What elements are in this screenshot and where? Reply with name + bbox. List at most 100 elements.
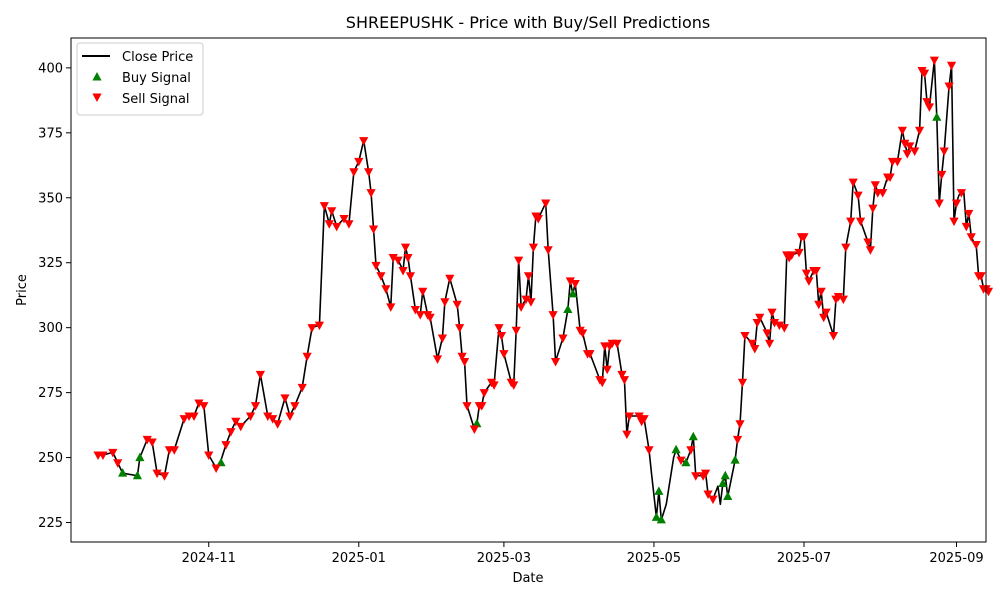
sell-signal-marker: [457, 352, 467, 362]
sell-signal-marker: [578, 329, 588, 338]
legend-buy-label: Buy Signal: [122, 71, 191, 86]
y-tick-label: 325: [38, 256, 63, 271]
sell-signal-marker: [964, 209, 974, 219]
sell-signal-marker: [897, 126, 907, 136]
sell-signal-marker: [900, 139, 910, 149]
sell-signal-marker: [762, 329, 772, 338]
sell-signal-marker: [528, 243, 539, 253]
sell-signal-marker: [565, 277, 575, 286]
sell-signal-marker: [541, 199, 551, 208]
sell-signal-marker: [445, 274, 455, 284]
sell-signal-marker: [868, 204, 878, 214]
sell-signal-marker: [440, 298, 450, 307]
sell-signal-marker: [462, 402, 472, 411]
sell-signal-marker: [971, 241, 981, 250]
sell-signal-marker: [558, 334, 568, 344]
sell-signal-marker: [799, 233, 809, 242]
sell-signal-marker: [381, 285, 391, 294]
legend-box: [76, 42, 204, 116]
sell-signal-marker: [787, 251, 797, 260]
buy-signal-marker: [932, 112, 942, 121]
sell-signal-marker: [199, 402, 209, 411]
sell-signal-marker: [398, 267, 408, 276]
sell-signal-marker: [344, 220, 354, 229]
sell-signal-marker: [142, 435, 152, 445]
sell-signal-marker: [314, 321, 325, 331]
sell-signal-marker: [514, 256, 524, 266]
plot-frame: [70, 37, 987, 543]
sell-signal-marker: [774, 321, 784, 331]
y-tick-label: 275: [38, 386, 63, 401]
x-tick-label: 2025-07: [777, 551, 831, 566]
sell-signal-marker: [290, 402, 300, 411]
x-tick-label: 2024-11: [182, 551, 236, 566]
x-tick-label: 2025-05: [627, 551, 681, 566]
sell-signal-marker: [811, 267, 821, 276]
sell-signal-marker: [221, 441, 231, 450]
sell-signal-marker: [946, 61, 957, 71]
sell-signal-marker: [359, 137, 369, 146]
sell-signal-marker: [870, 181, 880, 190]
y-axis-label: Price: [15, 274, 30, 306]
sell-signal-marker: [455, 324, 465, 333]
sell-signal-marker: [418, 287, 428, 297]
sell-signal-marker: [865, 246, 875, 255]
sell-signal-marker: [878, 189, 888, 198]
buy-signal-marker: [132, 470, 143, 480]
sell-signal-marker: [432, 355, 443, 364]
sell-signal-marker: [403, 254, 413, 263]
sell-signal-marker: [327, 207, 337, 216]
buy-signal-marker: [654, 486, 664, 495]
buy-signal-marker: [688, 431, 698, 441]
sell-signal-marker: [816, 287, 826, 297]
sell-signal-marker: [169, 446, 179, 455]
sell-signal-marker: [543, 246, 553, 255]
sell-signal-marker: [944, 82, 954, 92]
sell-signal-marker: [686, 446, 696, 455]
sell-signal-marker: [622, 430, 632, 440]
sell-signal-marker: [364, 168, 374, 177]
sell-signal-marker: [302, 352, 312, 362]
sell-signal-marker: [737, 378, 748, 388]
sell-signal-marker: [319, 202, 329, 211]
sell-signal-marker: [966, 233, 976, 242]
sell-signal-marker: [732, 435, 743, 445]
sell-signal-marker: [755, 313, 765, 323]
sell-signal-marker: [892, 157, 903, 167]
sell-signal-marker: [388, 254, 398, 263]
sell-signal-marker: [801, 269, 812, 279]
sell-signal-marker: [511, 326, 521, 336]
sell-signal-marker: [951, 199, 962, 208]
sell-signal-marker: [612, 339, 622, 349]
sell-signal-marker: [767, 308, 777, 318]
x-tick-label: 2025-03: [477, 551, 531, 566]
sell-signal-marker: [961, 222, 971, 232]
sell-signal-marker: [735, 420, 745, 429]
y-tick-label: 250: [38, 451, 63, 466]
sell-signal-marker: [703, 490, 713, 499]
sell-signal-marker: [548, 311, 558, 320]
sell-signal-marker: [533, 215, 543, 224]
sell-signal-marker: [152, 469, 162, 479]
sell-signal-marker: [189, 412, 199, 421]
sell-signal-marker: [368, 225, 379, 234]
sell-signal-marker: [597, 378, 607, 388]
sell-signal-marker: [848, 178, 858, 188]
buy-signal-marker: [671, 444, 681, 454]
buy-signal-marker: [216, 457, 226, 467]
sell-signal-marker: [324, 220, 334, 229]
sell-signal-marker: [366, 189, 376, 198]
x-axis-label: Date: [512, 571, 543, 586]
sell-signal-marker: [509, 381, 519, 390]
sell-signal-marker: [108, 448, 118, 458]
sell-signal-marker: [236, 422, 246, 432]
sell-signal-marker: [910, 147, 920, 157]
sell-signal-marker: [523, 272, 534, 281]
sell-signal-marker: [794, 248, 804, 258]
buy-signal-marker: [723, 491, 733, 501]
sell-signal-marker: [769, 318, 780, 328]
sell-signal-marker: [676, 456, 686, 466]
sell-signal-marker: [113, 459, 123, 468]
sell-signal-marker: [376, 272, 386, 281]
